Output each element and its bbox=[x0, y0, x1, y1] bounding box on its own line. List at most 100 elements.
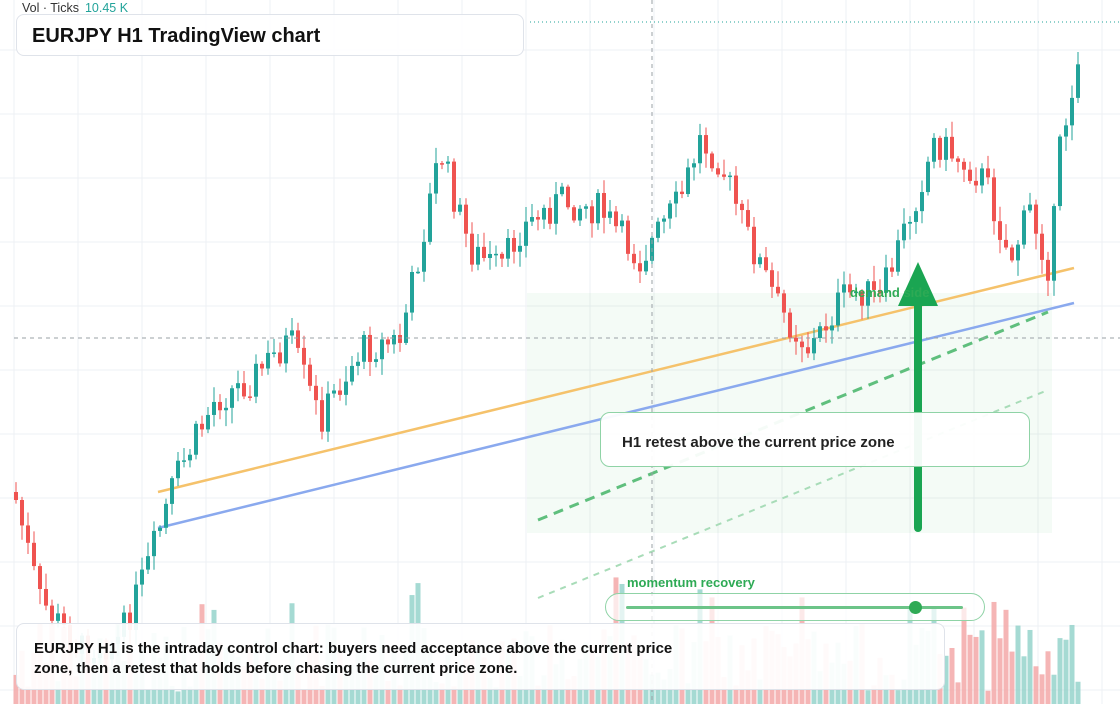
volume-bar bbox=[1039, 674, 1045, 704]
candle-body bbox=[926, 161, 930, 193]
candle-body bbox=[146, 556, 150, 570]
volume-bar bbox=[943, 655, 949, 704]
volume-bar bbox=[55, 681, 61, 704]
candle-body bbox=[308, 364, 312, 386]
candle-body bbox=[818, 326, 822, 339]
volume-bar bbox=[397, 685, 403, 704]
volume-label: Vol · Ticks bbox=[22, 1, 79, 15]
candle-body bbox=[848, 284, 852, 293]
candle-body bbox=[404, 312, 408, 343]
momentum-knob[interactable] bbox=[909, 601, 923, 614]
volume-bar bbox=[565, 679, 571, 704]
chart-title-box: EURJPY H1 TradingView chart bbox=[16, 14, 524, 56]
volume-bar bbox=[1015, 625, 1021, 704]
volume-bar bbox=[13, 674, 19, 704]
candle-body bbox=[236, 383, 240, 389]
candle-body bbox=[974, 180, 978, 186]
volume-bar bbox=[1051, 674, 1057, 704]
candle-body bbox=[374, 359, 378, 362]
volume-bar bbox=[487, 677, 493, 704]
volume-bar bbox=[169, 685, 175, 704]
candle-body bbox=[188, 454, 192, 461]
candle-body bbox=[716, 168, 720, 175]
candle-body bbox=[794, 337, 798, 342]
candle-body bbox=[152, 530, 156, 557]
candle-body bbox=[590, 206, 594, 224]
candle-body bbox=[860, 291, 864, 306]
candle-body bbox=[812, 338, 816, 354]
candle-body bbox=[338, 390, 342, 395]
candle-body bbox=[32, 542, 36, 567]
candle-body bbox=[956, 158, 960, 162]
candle-body bbox=[242, 383, 246, 397]
volume-bar bbox=[1057, 638, 1063, 704]
candle-body bbox=[1016, 244, 1020, 261]
candle-body bbox=[212, 401, 216, 415]
candle-body bbox=[482, 246, 486, 258]
candle-body bbox=[962, 161, 966, 170]
candle-body bbox=[398, 335, 402, 343]
volume-bar bbox=[1009, 651, 1015, 704]
candle-body bbox=[62, 613, 66, 625]
candle-body bbox=[566, 186, 570, 208]
volume-bar bbox=[451, 686, 457, 704]
candle-body bbox=[230, 388, 234, 408]
candle-body bbox=[134, 584, 138, 631]
candle-body bbox=[824, 326, 828, 331]
candle-body bbox=[386, 339, 390, 345]
candle-body bbox=[476, 246, 480, 265]
volume-bar bbox=[1027, 629, 1033, 704]
candle-body bbox=[218, 401, 222, 411]
candle-body bbox=[518, 245, 522, 252]
candle-body bbox=[470, 233, 474, 265]
retest-callout-text: H1 retest above the current price zone bbox=[622, 434, 895, 451]
candle-body bbox=[1010, 247, 1014, 261]
candle-body bbox=[782, 293, 786, 313]
candle-body bbox=[50, 605, 54, 621]
candle-body bbox=[1004, 239, 1008, 248]
momentum-slider[interactable] bbox=[605, 593, 985, 621]
candle-body bbox=[698, 135, 702, 164]
candle-body bbox=[884, 267, 888, 293]
candle-body bbox=[44, 588, 48, 606]
candle-body bbox=[560, 186, 564, 195]
candle-body bbox=[422, 241, 426, 272]
volume-bar bbox=[1069, 624, 1075, 704]
candle-body bbox=[182, 460, 186, 462]
candle-body bbox=[26, 525, 30, 543]
candle-body bbox=[20, 499, 24, 526]
candle-body bbox=[332, 390, 336, 394]
volume-bar bbox=[661, 679, 667, 704]
candle-body bbox=[278, 352, 282, 364]
candle-body bbox=[986, 168, 990, 178]
candle-body bbox=[746, 210, 750, 227]
volume-bar bbox=[865, 690, 871, 704]
candle-body bbox=[272, 352, 276, 354]
candle-body bbox=[938, 137, 942, 160]
candle-body bbox=[164, 503, 168, 528]
candle-body bbox=[536, 217, 540, 220]
candle-body bbox=[326, 393, 330, 432]
candle-body bbox=[1028, 204, 1032, 211]
candle-body bbox=[998, 221, 1002, 240]
candle-body bbox=[854, 291, 858, 294]
candle-body bbox=[1046, 259, 1050, 281]
candle-body bbox=[512, 237, 516, 252]
candle-body bbox=[656, 221, 660, 238]
candle-body bbox=[920, 192, 924, 212]
candle-body bbox=[710, 153, 714, 169]
volume-bar bbox=[301, 689, 307, 704]
candle-body bbox=[284, 335, 288, 364]
summary-box: EURJPY H1 is the intraday control chart:… bbox=[16, 623, 945, 690]
candle-body bbox=[356, 361, 360, 366]
candle-body bbox=[830, 325, 834, 331]
volume-bar bbox=[1033, 666, 1039, 704]
candle-body bbox=[680, 191, 684, 195]
candle-body bbox=[914, 211, 918, 222]
candle-body bbox=[254, 363, 258, 397]
candle-body bbox=[206, 414, 210, 430]
candle-body bbox=[890, 267, 894, 272]
candle-body bbox=[596, 192, 600, 224]
candle-body bbox=[620, 220, 624, 227]
candle-body bbox=[1076, 64, 1080, 98]
